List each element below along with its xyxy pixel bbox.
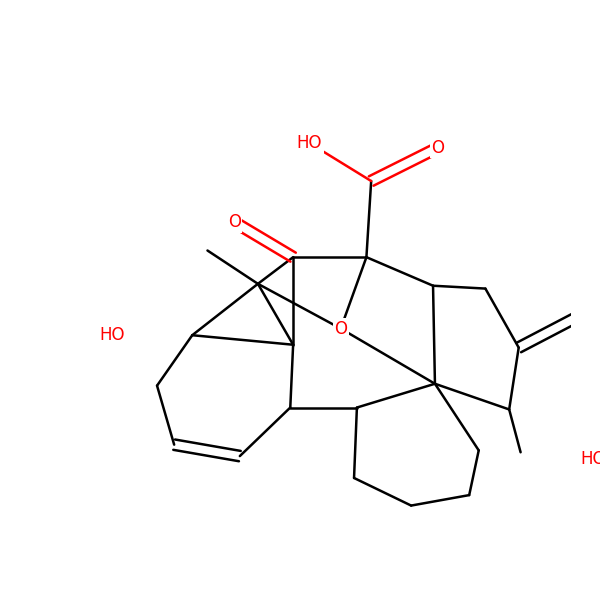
Text: O: O [227, 213, 241, 231]
Text: HO: HO [296, 134, 322, 152]
Text: O: O [334, 320, 347, 338]
Text: O: O [431, 139, 444, 157]
Text: HO: HO [580, 450, 600, 468]
Text: HO: HO [100, 326, 125, 344]
